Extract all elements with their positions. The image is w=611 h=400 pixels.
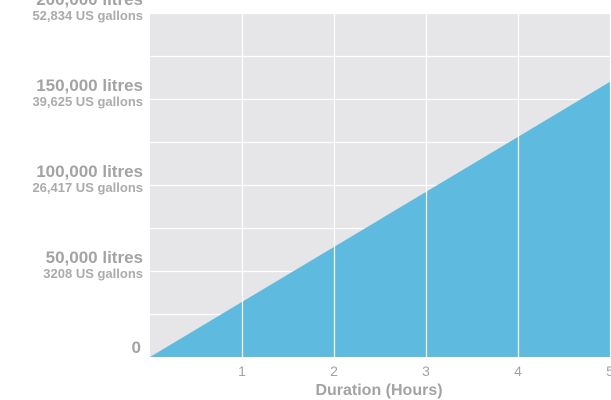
x-tick-label: 3: [422, 363, 430, 379]
y-tick-label: 150,000 litres: [36, 76, 143, 95]
x-axis-labels: 1 2 3 4 5: [238, 363, 611, 379]
x-tick-label: 1: [238, 363, 246, 379]
y-tick-label: 100,000 litres: [36, 162, 143, 181]
y-tick-sublabel: 39,625 US gallons: [32, 94, 143, 109]
x-axis-title: Duration (Hours): [315, 382, 442, 399]
x-tick-label: 5: [606, 363, 611, 379]
y-tick-label: 0: [132, 338, 141, 357]
y-tick-sublabel: 26,417 US gallons: [32, 180, 143, 195]
y-tick-sublabel: 52,834 US gallons: [32, 8, 143, 23]
x-tick-label: 2: [330, 363, 338, 379]
x-tick-label: 4: [514, 363, 522, 379]
y-tick-sublabel: 3208 US gallons: [43, 266, 143, 281]
y-tick-label: 50,000 litres: [46, 248, 143, 267]
area-series: [150, 81, 610, 358]
y-tick-label: 200,000 litres: [36, 0, 143, 9]
